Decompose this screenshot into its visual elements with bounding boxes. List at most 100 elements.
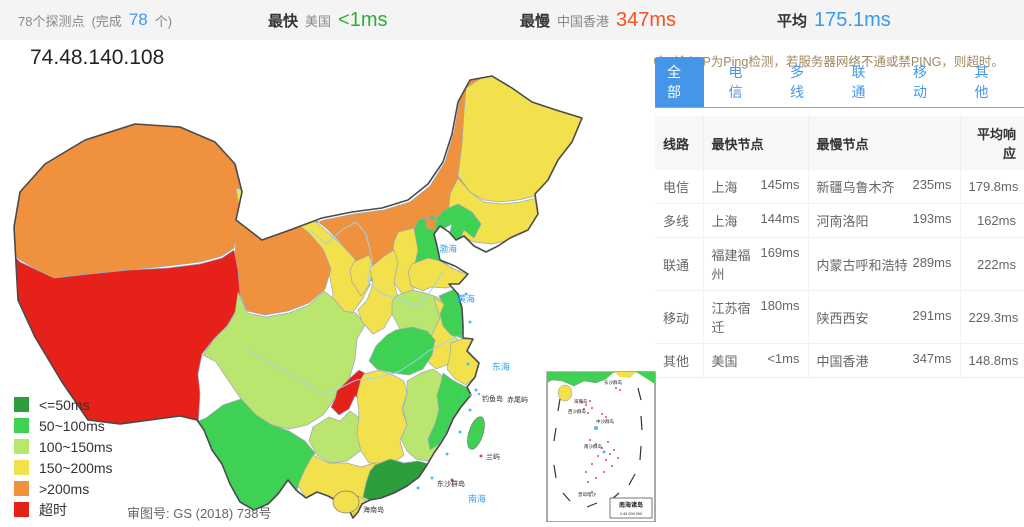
legend-item: >200ms: [14, 478, 113, 499]
legend-swatch: [14, 418, 29, 433]
island-label-chiweiyu: 赤尾屿: [507, 395, 528, 404]
inset-title: 南海诸岛: [619, 501, 643, 509]
tab-other[interactable]: 其他: [974, 64, 989, 100]
slow-node: 中国香港: [816, 354, 869, 369]
inset-label-hainandao: 海南岛: [574, 398, 588, 405]
inset-label-dongsha: 东沙群岛: [604, 379, 622, 386]
province-heilongjiang[interactable]: [457, 72, 588, 203]
legend-item: 50~100ms: [14, 415, 113, 436]
province-beijing[interactable]: [425, 217, 437, 231]
slow-value: 235ms: [912, 177, 952, 192]
legend-label: 超时: [39, 501, 67, 518]
ip-address: 74.48.140.108: [30, 46, 165, 69]
island-label-lanyu: 兰屿: [486, 452, 500, 461]
legend-item: 100~150ms: [14, 436, 113, 457]
province-hunan[interactable]: [356, 369, 408, 464]
legend-label: >200ms: [39, 480, 90, 497]
island-label-diaoyudao: 钓鱼岛: [482, 394, 503, 403]
slow-value: 289ms: [912, 254, 952, 270]
inset-blue-shoal: [594, 426, 598, 430]
legend-swatch: [14, 397, 29, 412]
legend-label: 150~200ms: [39, 459, 113, 476]
legend-swatch: [14, 460, 29, 475]
dongsha-dot: [450, 478, 454, 482]
national-border: [13, 75, 583, 519]
slowest-stat: 最慢 中国香港 347ms: [520, 0, 676, 40]
fast-node: 江苏宿迁: [711, 301, 751, 335]
table-row: 联通 福建福州 169ms 内蒙古呼和浩特 289ms 222ms: [655, 237, 1024, 291]
table-header-row: 线路 最快节点 最慢节点 平均响应: [655, 116, 1024, 170]
province-taiwan[interactable]: [464, 415, 488, 452]
slow-node: 新疆乌鲁木齐: [816, 180, 895, 195]
slow-node: 河南洛阳: [816, 214, 869, 229]
inset-label-zhongsha: 中沙群岛: [596, 418, 614, 425]
fast-value: 169ms: [760, 245, 800, 260]
avg-value: 222ms: [960, 237, 1024, 291]
slowest-label: 最慢: [520, 12, 551, 30]
province-xinjiang[interactable]: [0, 105, 249, 279]
tab-unicom[interactable]: 联通: [851, 64, 866, 100]
line-name: 多线: [655, 203, 704, 238]
tab-multiline[interactable]: 多线: [790, 64, 804, 100]
province-hainan[interactable]: [332, 490, 360, 514]
inset-title-box: [609, 497, 653, 519]
average-label: 平均: [777, 12, 808, 30]
slow-value: 291ms: [912, 307, 952, 323]
slowest-value: 347ms: [616, 8, 677, 31]
legend-label: 100~150ms: [39, 438, 113, 455]
col-line: 线路: [655, 116, 704, 170]
avg-value: 229.3ms: [960, 290, 1024, 344]
col-average: 平均响应: [960, 116, 1024, 170]
latency-legend: <=50ms 50~100ms 100~150ms 150~200ms >200…: [14, 394, 113, 520]
province-ningxia[interactable]: [349, 254, 375, 297]
yellow-river: [309, 221, 444, 309]
fastest-node: 美国: [305, 13, 332, 29]
fast-value: 180ms: [760, 298, 800, 313]
province-guangdong[interactable]: [362, 458, 445, 502]
inset-taiwan-corner: [636, 372, 655, 384]
tab-telecom[interactable]: 电信: [728, 64, 743, 100]
sea-label-bohai: 渤海: [439, 243, 457, 254]
col-slowest-node: 最慢节点: [808, 116, 961, 170]
average-value: 175.1ms: [814, 8, 891, 31]
fastest-label: 最快: [268, 12, 299, 30]
legend-label: 50~100ms: [39, 417, 105, 434]
probe-stats: 78个探测点 (完成 78 个): [18, 0, 172, 40]
slow-node: 内蒙古呼和浩特: [816, 257, 908, 273]
legend-swatch: [14, 502, 29, 517]
inset-island-dots: [581, 387, 621, 493]
fast-node: 上海: [711, 180, 738, 195]
probe-done-suffix: 个): [154, 13, 173, 29]
sea-label-nanhai: 南海: [468, 493, 486, 504]
island-label-hainandao: 海南岛: [363, 505, 384, 514]
tab-all[interactable]: 全部: [655, 57, 704, 107]
province-liaoning[interactable]: [431, 203, 482, 245]
china-latency-map: 渤海 黄海 东海 南海 钓鱼岛 赤尾屿 兰屿 东沙群岛 海南岛: [0, 72, 660, 523]
col-fastest-node: 最快节点: [703, 116, 809, 170]
province-hubei[interactable]: [368, 326, 436, 376]
slow-node: 陕西西安: [816, 310, 869, 326]
stats-topbar: 78个探测点 (完成 78 个) 最快 美国 <1ms 最慢 中国香港 347m…: [0, 0, 1024, 40]
line-name: 电信: [655, 170, 704, 204]
inset-blue-shoal: [602, 450, 606, 454]
map-approval-number: 审图号: GS (2018) 738号: [127, 506, 272, 521]
legend-swatch: [14, 439, 29, 454]
legend-swatch: [14, 481, 29, 496]
inset-coast-yellow: [614, 372, 636, 378]
inset-dash-line: [553, 387, 643, 508]
notice-text: 输入IP为Ping检测，若服务器网络不通或禁PING，则超时。: [674, 55, 1004, 69]
line-name: 联通: [655, 237, 704, 291]
sea-label-huanghai: 黄海: [457, 293, 475, 304]
probe-done-count: 78: [128, 10, 148, 29]
probe-count-label: 78个探测点: [18, 13, 85, 29]
lanyu-dot: [479, 454, 483, 458]
inset-hainan: [557, 384, 573, 402]
province-shaanxi[interactable]: [357, 249, 399, 335]
avg-value: 162ms: [960, 203, 1024, 238]
province-shandong[interactable]: [407, 257, 469, 292]
table-row: 其他 美国 <1ms 中国香港 347ms 148.8ms: [655, 343, 1024, 378]
inset-scale: 1:44 000 000: [620, 512, 642, 516]
tab-mobile[interactable]: 移动: [913, 64, 927, 100]
avg-value: 148.8ms: [960, 343, 1024, 378]
inset-label-zengmuansha: 曾母暗沙: [578, 491, 596, 498]
